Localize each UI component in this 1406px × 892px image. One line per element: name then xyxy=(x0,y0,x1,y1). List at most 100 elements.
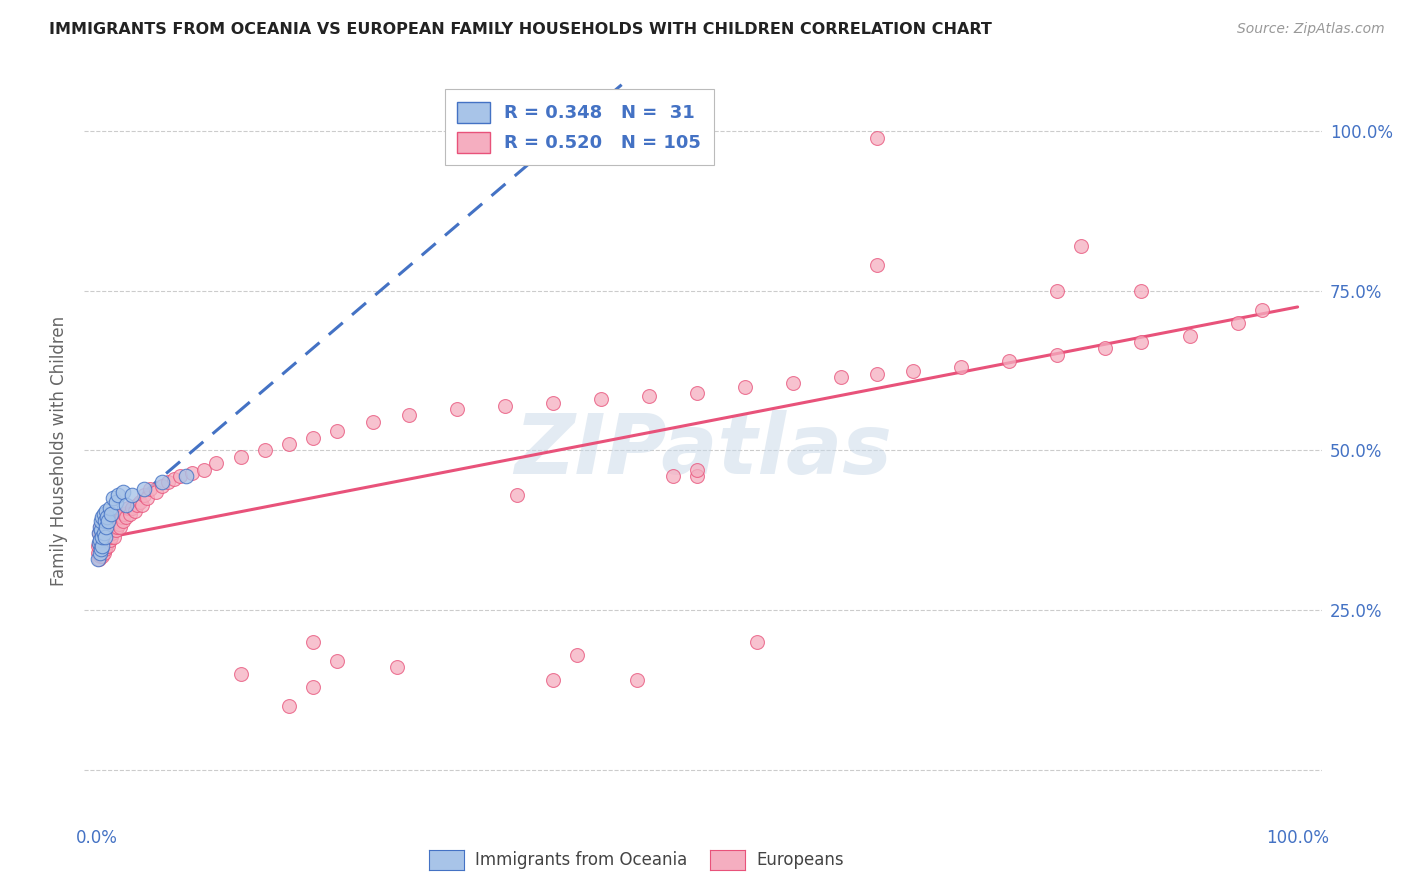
Point xyxy=(127,498,149,512)
Point xyxy=(1070,239,1092,253)
Point xyxy=(131,498,153,512)
Point xyxy=(686,462,709,476)
Point xyxy=(325,654,347,668)
Point xyxy=(91,510,114,524)
Point xyxy=(176,469,198,483)
Text: Source: ZipAtlas.com: Source: ZipAtlas.com xyxy=(1237,22,1385,37)
Point xyxy=(110,520,132,534)
Point xyxy=(108,516,131,531)
Point xyxy=(94,504,117,518)
Point xyxy=(89,545,111,559)
Point xyxy=(135,491,157,506)
Point xyxy=(181,466,204,480)
Point xyxy=(446,401,468,416)
Point xyxy=(89,549,111,563)
Legend: R = 0.348   N =  31, R = 0.520   N = 105: R = 0.348 N = 31, R = 0.520 N = 105 xyxy=(444,89,714,165)
Point xyxy=(90,514,112,528)
Point xyxy=(128,494,150,508)
Point xyxy=(998,354,1021,368)
Point xyxy=(103,530,125,544)
Point xyxy=(301,431,323,445)
Point xyxy=(93,508,115,522)
Point xyxy=(94,510,117,524)
Point xyxy=(86,545,108,559)
Point xyxy=(86,539,108,553)
Text: IMMIGRANTS FROM OCEANIA VS EUROPEAN FAMILY HOUSEHOLDS WITH CHILDREN CORRELATION : IMMIGRANTS FROM OCEANIA VS EUROPEAN FAMI… xyxy=(49,22,993,37)
Point xyxy=(152,478,174,492)
Point xyxy=(107,488,129,502)
Point xyxy=(589,392,612,407)
Point xyxy=(253,443,276,458)
Point xyxy=(866,259,889,273)
Point xyxy=(565,648,588,662)
Point xyxy=(686,386,709,401)
Point xyxy=(89,520,111,534)
Point xyxy=(1046,348,1069,362)
Point xyxy=(494,399,516,413)
Point xyxy=(193,462,215,476)
Point xyxy=(94,523,117,537)
Point xyxy=(1178,328,1201,343)
Point xyxy=(1250,303,1272,318)
Point xyxy=(87,536,110,550)
Point xyxy=(124,504,146,518)
Point xyxy=(541,395,564,409)
Point xyxy=(110,510,132,524)
Point xyxy=(229,666,252,681)
Point xyxy=(94,533,117,547)
Y-axis label: Family Households with Children: Family Households with Children xyxy=(49,316,67,585)
Point xyxy=(115,498,138,512)
Point xyxy=(96,526,118,541)
Point xyxy=(1094,342,1116,356)
Point xyxy=(134,488,156,502)
Point xyxy=(94,530,117,544)
Point xyxy=(100,508,122,522)
Point xyxy=(86,552,108,566)
Point xyxy=(94,539,117,553)
Point xyxy=(93,526,115,541)
Point xyxy=(121,488,143,502)
Point xyxy=(626,673,648,688)
Point xyxy=(97,514,120,528)
Point xyxy=(163,472,186,486)
Point xyxy=(118,508,141,522)
Point xyxy=(277,437,299,451)
Point xyxy=(169,469,191,483)
Point xyxy=(97,530,120,544)
Point xyxy=(89,539,111,553)
Point xyxy=(866,130,889,145)
Point xyxy=(950,360,973,375)
Point xyxy=(145,485,167,500)
Point xyxy=(301,680,323,694)
Point xyxy=(91,539,114,553)
Point xyxy=(866,367,889,381)
Point xyxy=(205,456,228,470)
Point xyxy=(94,542,117,557)
Text: Immigrants from Oceania: Immigrants from Oceania xyxy=(475,851,688,869)
Point xyxy=(90,545,112,559)
Point xyxy=(96,536,118,550)
Point xyxy=(100,530,122,544)
Point xyxy=(90,526,112,541)
Point xyxy=(111,514,134,528)
Point xyxy=(91,530,114,544)
Point xyxy=(93,536,115,550)
Point xyxy=(96,510,118,524)
Point xyxy=(94,520,117,534)
Point xyxy=(94,520,117,534)
Point xyxy=(104,494,127,508)
Point xyxy=(87,552,110,566)
Point xyxy=(89,530,111,544)
Point xyxy=(93,514,115,528)
Point xyxy=(112,508,135,522)
Point xyxy=(662,469,685,483)
Point xyxy=(87,526,110,541)
Point xyxy=(93,545,115,559)
Point xyxy=(103,523,125,537)
Point xyxy=(1130,284,1153,298)
Point xyxy=(745,635,768,649)
Point xyxy=(87,526,110,541)
Point xyxy=(91,530,114,544)
Point xyxy=(91,539,114,553)
Point xyxy=(152,475,174,490)
